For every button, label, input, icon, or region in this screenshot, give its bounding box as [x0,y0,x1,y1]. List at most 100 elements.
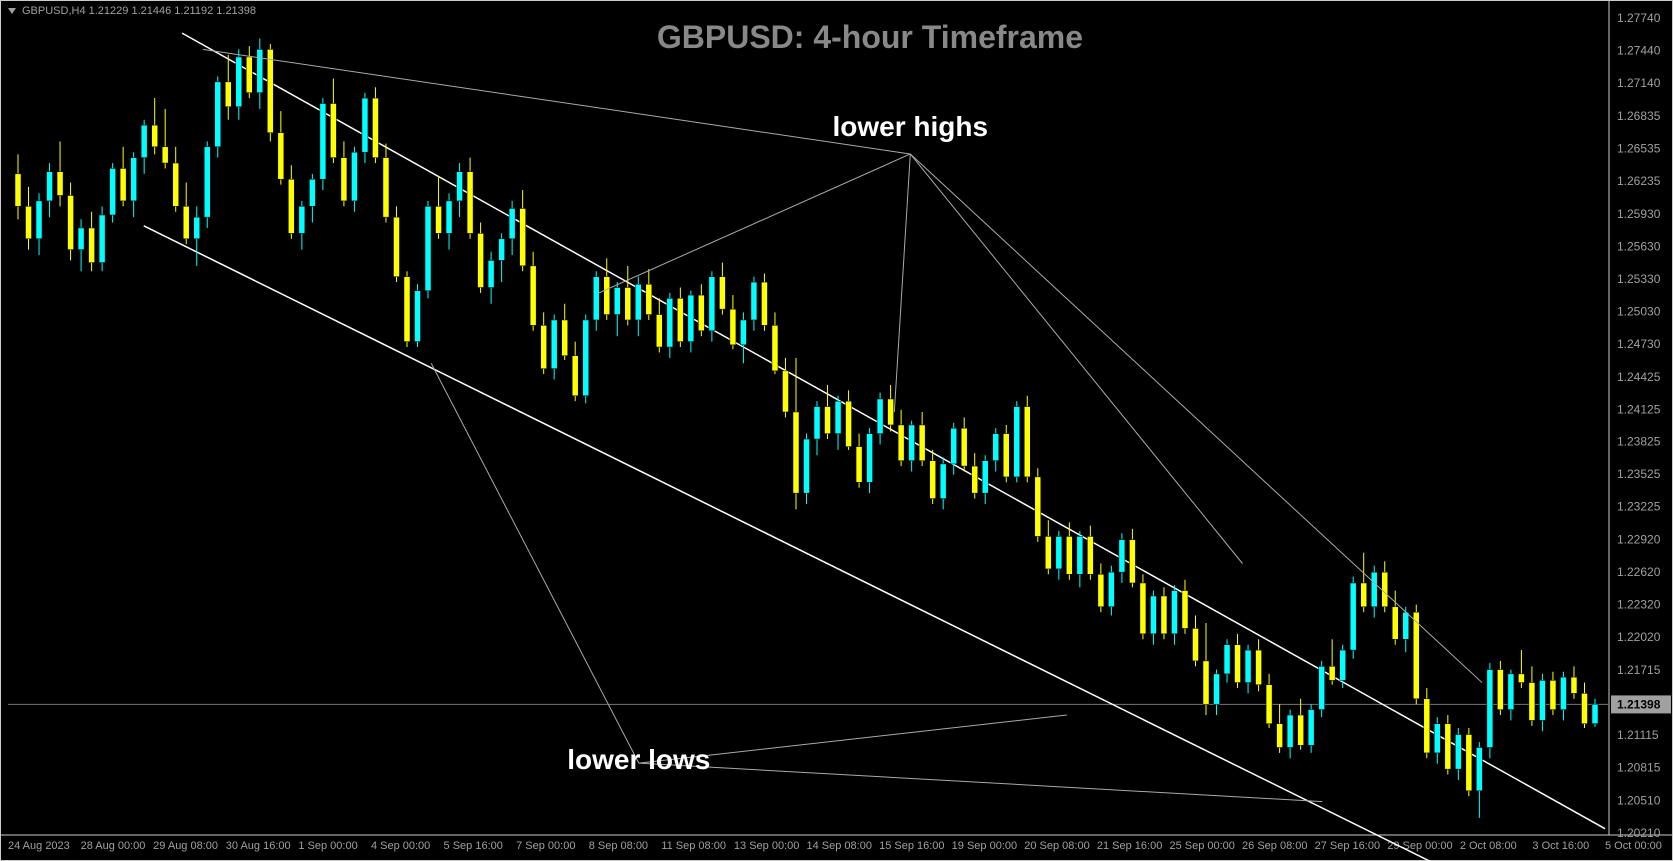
candle-body [1129,540,1135,583]
candle-body [772,325,778,370]
candle-body [909,425,915,461]
candle-body [1235,645,1241,683]
candle-body [1529,683,1535,721]
candle-body [793,412,799,493]
candle-body [1361,583,1367,607]
candle-body [1108,572,1114,607]
x-tick-label: 5 Oct 00:00 [1605,840,1662,852]
candle-body [204,147,210,217]
candle-body [26,206,32,238]
y-tick-label: 1.20815 [1617,761,1661,775]
candle-body [89,228,95,263]
candle-body [730,309,736,345]
y-tick-label: 1.27440 [1617,43,1661,57]
candle-body [1098,574,1104,606]
candle-body [814,407,820,439]
candle-body [551,320,557,369]
candle-body [351,152,357,201]
candle-body [1056,536,1062,568]
y-tick-label: 1.26835 [1617,109,1661,123]
x-tick-label: 20 Sep 08:00 [1024,840,1089,852]
candle-body [372,98,378,158]
x-tick-label: 5 Sep 16:00 [444,840,503,852]
candle-body [825,407,831,434]
candle-body [1087,536,1093,574]
candle-body [393,217,399,277]
candle-body [877,399,883,434]
candle-body [1119,540,1125,572]
candle-body [646,284,652,314]
candle-body [804,439,810,493]
candle-body [677,298,683,341]
candle-body [341,158,347,201]
candle-body [1319,666,1325,709]
y-tick-label: 1.23825 [1617,435,1661,449]
candle-body [1403,612,1409,639]
candle-body [110,168,116,215]
y-tick-label: 1.22020 [1617,630,1661,644]
y-tick-label: 1.22620 [1617,565,1661,579]
candle-body [835,401,841,433]
candle-body [1550,680,1556,709]
y-tick-label: 1.24125 [1617,402,1661,416]
candle-body [1476,747,1482,790]
candle-body [467,172,473,234]
y-tick-label: 1.27140 [1617,76,1661,90]
x-tick-label: 19 Sep 00:00 [952,840,1017,852]
candle-body [47,172,53,201]
y-tick-label: 1.24730 [1617,337,1661,351]
x-tick-label: 26 Sep 08:00 [1242,840,1307,852]
candle-body [1171,591,1177,634]
candle-body [761,282,767,325]
candle-body [15,174,21,206]
y-tick-label: 1.21715 [1617,663,1661,677]
x-tick-label: 15 Sep 16:00 [879,840,944,852]
candle-body [846,401,852,446]
y-tick-label: 1.26535 [1617,141,1661,155]
candle-body [120,168,126,200]
candle-body [1581,693,1587,723]
candle-body [1466,735,1472,791]
candle-body [667,298,673,347]
candle-body [1371,572,1377,607]
candle-body [131,158,137,201]
candle-body [299,206,305,233]
chart-container: 1.277401.274401.271401.268351.265351.262… [0,0,1673,861]
candle-body [152,125,158,147]
x-tick-label: 30 Aug 16:00 [226,840,291,852]
candle-body [162,147,168,163]
candle-body [488,260,494,287]
candle-body [478,233,484,287]
candle-body [1560,677,1566,709]
y-tick-label: 1.25930 [1617,207,1661,221]
annotation-label: lower highs [833,111,989,142]
candle-body [194,217,200,239]
candle-body [1287,715,1293,747]
y-tick-label: 1.22320 [1617,598,1661,612]
candle-body [1035,477,1041,537]
candle-body [1308,710,1314,746]
candle-body [1150,596,1156,634]
candle-body [1066,536,1072,574]
candle-body [499,239,505,261]
symbol-label: GBPUSD,H4 1.21229 1.21446 1.21192 1.2139… [22,5,256,17]
candle-body [330,104,336,158]
candle-body [1487,670,1493,748]
candle-body [1245,650,1251,682]
candle-body [1508,674,1514,710]
x-tick-label: 8 Sep 08:00 [589,840,648,852]
x-tick-label: 11 Sep 08:00 [661,840,726,852]
candle-body [78,228,84,250]
x-tick-label: 14 Sep 08:00 [807,840,872,852]
candle-body [520,208,526,265]
candle-body [309,179,315,206]
candle-body [951,428,957,464]
y-tick-label: 1.25330 [1617,272,1661,286]
x-tick-label: 27 Sep 16:00 [1315,840,1380,852]
candle-body [267,49,273,132]
candle-body [1045,536,1051,568]
candle-body [1256,650,1262,685]
candle-body [1182,591,1188,629]
x-tick-label: 29 Aug 08:00 [153,840,218,852]
candle-body [383,158,389,218]
